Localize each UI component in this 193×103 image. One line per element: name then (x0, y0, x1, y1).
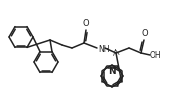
Text: O: O (83, 19, 89, 28)
Text: O: O (142, 29, 148, 38)
Text: NH: NH (98, 44, 109, 53)
Text: N: N (108, 67, 116, 76)
Text: OH: OH (150, 50, 162, 60)
